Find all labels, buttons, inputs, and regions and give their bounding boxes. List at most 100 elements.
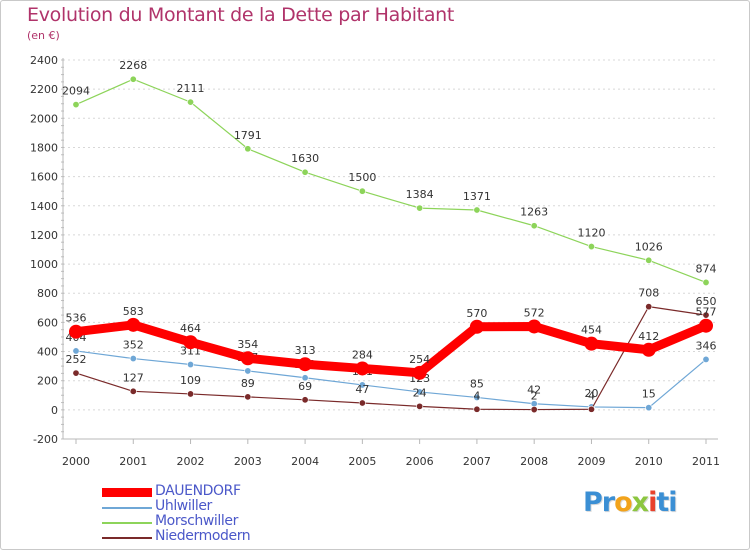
- data-point: [702, 278, 710, 286]
- x-tick-label: 2004: [291, 455, 319, 468]
- x-tick-label: 2007: [463, 455, 491, 468]
- series-line-niedermodern: [75, 306, 707, 411]
- data-label: 4: [588, 389, 595, 402]
- y-tick-label: 1800: [30, 141, 58, 154]
- data-point: [183, 335, 198, 350]
- data-label: 109: [180, 374, 201, 387]
- data-point: [301, 374, 309, 382]
- x-tick-label: 2011: [692, 455, 720, 468]
- data-point: [530, 222, 538, 230]
- data-label: 1791: [234, 129, 262, 142]
- data-point: [641, 342, 656, 357]
- logo-letters: i: [648, 487, 657, 518]
- data-label: 1630: [291, 152, 319, 165]
- data-label: 464: [180, 322, 201, 335]
- legend-label: Morschwiller: [155, 513, 238, 529]
- data-point: [187, 98, 195, 106]
- data-label: 352: [123, 339, 144, 352]
- y-tick-label: 1400: [30, 200, 58, 213]
- plot-area: [63, 60, 718, 439]
- data-label: 1120: [577, 227, 605, 240]
- data-point: [473, 206, 481, 214]
- data-point: [587, 243, 595, 251]
- data-point: [187, 390, 195, 398]
- data-label: 47: [355, 383, 369, 396]
- x-tick-label: 2001: [119, 455, 147, 468]
- data-label: 583: [123, 305, 144, 318]
- data-point: [699, 318, 713, 333]
- data-point: [527, 319, 542, 334]
- data-point: [244, 367, 252, 375]
- data-label: 252: [66, 353, 87, 366]
- legend-swatch: [102, 522, 152, 524]
- data-label: 89: [241, 377, 255, 390]
- data-label: 254: [409, 353, 430, 366]
- legend-label: Niedermodern: [155, 528, 251, 544]
- data-point: [469, 319, 484, 334]
- data-label: 69: [298, 380, 312, 393]
- data-label: 412: [638, 330, 659, 343]
- legend-swatch: [102, 537, 152, 539]
- data-point: [645, 256, 653, 264]
- series-line-dauendorf: [71, 320, 711, 378]
- data-point: [645, 404, 653, 412]
- data-label: 4: [473, 389, 480, 402]
- logo-letters: Pr: [583, 487, 615, 518]
- data-label: 650: [696, 295, 717, 308]
- data-point: [129, 387, 137, 395]
- data-point: [301, 396, 309, 404]
- y-tick-label: 0: [51, 404, 58, 417]
- data-point: [584, 336, 599, 351]
- data-point: [72, 369, 80, 377]
- x-tick-label: 2003: [234, 455, 262, 468]
- series-line-morschwiller: [75, 78, 707, 284]
- y-tick-label: 1200: [30, 229, 58, 242]
- legend-swatch: [102, 488, 152, 497]
- data-label: 874: [696, 262, 717, 275]
- data-label: 2094: [62, 85, 90, 98]
- data-point: [412, 365, 427, 380]
- data-point: [240, 351, 255, 366]
- data-point: [358, 187, 366, 195]
- data-label: 570: [466, 307, 487, 320]
- y-tick-label: 600: [37, 316, 58, 329]
- data-label: 1026: [635, 240, 663, 253]
- data-point: [416, 204, 424, 212]
- unit-label: (en €): [27, 29, 60, 42]
- data-point: [587, 405, 595, 413]
- data-label: 708: [638, 287, 659, 300]
- data-label: 354: [237, 338, 258, 351]
- data-point: [645, 303, 653, 311]
- data-label: 85: [470, 377, 484, 390]
- y-tick-label: -200: [33, 433, 58, 446]
- data-point: [301, 168, 309, 176]
- data-point: [72, 347, 80, 355]
- x-tick-label: 2010: [635, 455, 663, 468]
- legend-label: DAUENDORF: [155, 483, 241, 499]
- data-point: [358, 381, 366, 389]
- data-point: [244, 393, 252, 401]
- x-tick-label: 2008: [520, 455, 548, 468]
- data-label: 313: [295, 344, 316, 357]
- y-tick-label: 2000: [30, 112, 58, 125]
- data-label: 346: [696, 339, 717, 352]
- data-label: 1263: [520, 206, 548, 219]
- data-point: [416, 388, 424, 396]
- data-label: 536: [66, 312, 87, 325]
- data-point: [416, 402, 424, 410]
- y-tick-label: 2200: [30, 83, 58, 96]
- data-label: 15: [642, 388, 656, 401]
- data-point: [702, 355, 710, 363]
- data-label: 24: [413, 386, 427, 399]
- x-tick-label: 2000: [62, 455, 90, 468]
- data-point: [298, 357, 313, 372]
- x-tick-label: 2005: [348, 455, 376, 468]
- data-label: 454: [581, 324, 602, 337]
- data-point: [69, 324, 83, 339]
- data-label: 2111: [177, 82, 205, 95]
- data-point: [72, 101, 80, 109]
- legend-swatch: [102, 507, 152, 509]
- data-point: [126, 317, 141, 332]
- data-point: [358, 399, 366, 407]
- data-label: 20: [584, 387, 598, 400]
